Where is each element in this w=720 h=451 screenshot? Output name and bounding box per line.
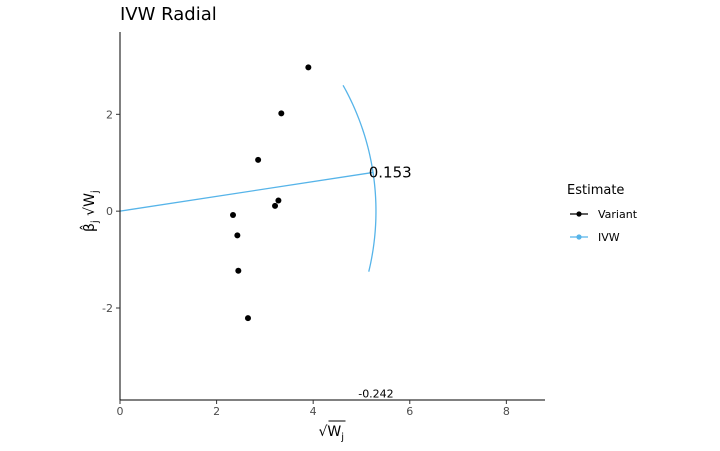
annotation-label: 0.153 xyxy=(369,163,412,181)
x-tick-label: 0 xyxy=(117,405,124,418)
x-tick-label: 8 xyxy=(503,405,510,418)
y-tick-label: 2 xyxy=(106,108,113,121)
chart-title: IVW Radial xyxy=(120,4,217,25)
variant-point xyxy=(305,64,312,71)
legend-title: Estimate xyxy=(567,183,624,198)
y-axis-title: β̂j √Wj xyxy=(79,190,101,232)
x-tick-label: 2 xyxy=(213,405,220,418)
variant-point xyxy=(234,232,241,239)
legend-entry-label: IVW xyxy=(598,231,620,244)
y-tick-label: -2 xyxy=(102,302,113,315)
legend: Estimate Variant IVW xyxy=(567,183,638,244)
variant-point xyxy=(272,202,279,209)
x-tick-label: 4 xyxy=(310,405,317,418)
axes: 0 2 4 6 8 -2 0 2 √Wj β̂j √Wj xyxy=(79,32,545,443)
x-tick-label: 6 xyxy=(406,405,413,418)
legend-entry-label: Variant xyxy=(598,208,638,221)
plot-area: 0.153 -0.242 xyxy=(119,64,412,401)
legend-key-point xyxy=(576,211,582,217)
y-axis-title-text: β̂j √Wj xyxy=(79,190,101,232)
variant-point xyxy=(278,110,285,117)
ivw-radial-arc xyxy=(342,84,377,272)
x-axis-title: √Wj xyxy=(319,424,345,443)
variant-point xyxy=(255,156,262,163)
variant-point xyxy=(235,267,242,274)
variant-point xyxy=(244,315,251,322)
variant-point xyxy=(230,212,237,219)
variant-point xyxy=(275,197,282,204)
y-tick-label: 0 xyxy=(106,205,113,218)
ivw-estimate-line xyxy=(119,171,374,212)
legend-key-point xyxy=(576,234,582,240)
annotation-label: -0.242 xyxy=(358,388,393,401)
